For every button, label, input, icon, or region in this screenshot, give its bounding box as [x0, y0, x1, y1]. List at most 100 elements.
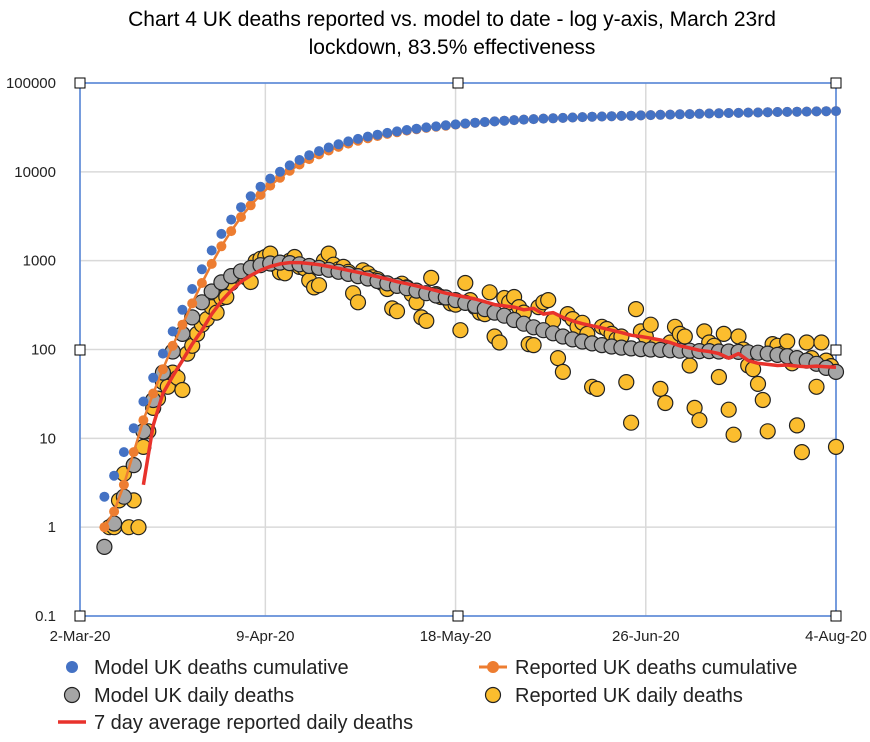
resize-handle[interactable] [830, 77, 842, 89]
model-cumulative-point [118, 447, 129, 458]
model-cumulative-point [421, 122, 432, 133]
plot-marks [96, 106, 845, 556]
reported-daily-point [554, 363, 572, 380]
reported-cumulative-point [196, 278, 207, 288]
reported-cumulative-point [226, 226, 237, 237]
selection-handles[interactable] [74, 77, 842, 622]
resize-handle[interactable] [74, 610, 86, 622]
seven-day-average-line [141, 260, 837, 486]
legend-item: 7 day average reported daily deaths [58, 712, 413, 734]
model-cumulative-point [509, 115, 520, 126]
reported-daily-point [798, 334, 815, 351]
model-cumulative-point [538, 113, 549, 124]
model-cumulative-point [479, 117, 490, 127]
reported-daily-point [827, 438, 845, 455]
model-cumulative-point [557, 112, 568, 123]
model-cumulative-point [733, 107, 744, 118]
legend-label: Reported UK daily deaths [515, 685, 743, 707]
y-tick-label: 10000 [14, 164, 56, 181]
reported-cumulative-point [177, 319, 188, 330]
reported-cumulative-point [109, 506, 120, 517]
model-cumulative-point [323, 142, 334, 153]
reported-cumulative-point [118, 479, 129, 490]
model-cumulative-point [567, 112, 578, 123]
legend: Model UK deaths cumulative Reported UK de… [58, 657, 797, 734]
y-tick-label: 100000 [6, 75, 56, 92]
model-cumulative-point [128, 423, 139, 434]
resize-handle[interactable] [830, 344, 842, 356]
model-cumulative-point [216, 228, 227, 239]
model-cumulative-point [821, 106, 832, 117]
legend-item: Model UK deaths cumulative [66, 657, 349, 679]
model-cumulative-point [343, 136, 354, 147]
resize-handle[interactable] [74, 77, 86, 89]
reported-daily-point [588, 380, 606, 397]
resize-handle[interactable] [830, 610, 842, 622]
model-cumulative-point [294, 155, 305, 165]
y-tick-label: 1000 [23, 253, 56, 270]
model-cumulative-point [362, 131, 373, 142]
legend-label: Model UK deaths cumulative [94, 657, 349, 679]
x-tick-label: 2-Mar-20 [50, 628, 111, 645]
resize-handle[interactable] [452, 77, 464, 89]
reported-daily-point [642, 316, 659, 333]
model-cumulative-point [655, 109, 666, 120]
model-cumulative-point [148, 372, 159, 383]
model-cumulative-series [99, 106, 841, 502]
reported-daily-point [491, 334, 508, 351]
reported-daily-point [174, 381, 191, 399]
model-cumulative-point [196, 264, 207, 275]
legend-marker-orange-dot [487, 661, 499, 673]
reported-cumulative-point [216, 241, 227, 252]
model-cumulative-point [489, 116, 500, 127]
reported-cumulative-point [187, 298, 198, 309]
legend-label: Model UK daily deaths [94, 685, 294, 707]
model-cumulative-point [245, 191, 256, 202]
reported-cumulative-point [206, 258, 217, 269]
model-cumulative-point [548, 113, 559, 124]
resize-handle[interactable] [452, 610, 464, 622]
legend-item: Model UK daily deaths [63, 685, 294, 707]
reported-daily-point [627, 301, 645, 318]
model-cumulative-point [674, 109, 685, 120]
model-cumulative-point [382, 127, 393, 138]
reported-cumulative-point [167, 340, 178, 351]
model-cumulative-point [177, 304, 188, 315]
model-cumulative-point [167, 326, 178, 337]
x-tick-label: 18-May-20 [420, 628, 492, 645]
reported-daily-point [130, 519, 147, 536]
model-cumulative-point [392, 126, 402, 137]
model-cumulative-point [255, 181, 266, 192]
model-cumulative-point [587, 111, 598, 122]
reported-daily-point [676, 328, 693, 345]
model-cumulative-point [723, 108, 734, 118]
reported-daily-point [388, 303, 406, 320]
x-tick-label: 4-Aug-20 [805, 628, 867, 645]
model-cumulative-point [99, 491, 110, 502]
reported-cumulative-point [128, 447, 139, 458]
reported-daily-point [710, 368, 728, 386]
reported-daily-point [652, 380, 669, 397]
reported-daily-point [549, 350, 567, 367]
reported-daily-point [657, 394, 674, 412]
model-cumulative-point [138, 396, 149, 407]
reported-daily-point [691, 412, 708, 429]
model-cumulative-point [411, 123, 422, 134]
model-cumulative-point [635, 110, 646, 121]
reported-daily-point [779, 333, 796, 350]
model-cumulative-point [684, 109, 695, 120]
legend-label: 7 day average reported daily deaths [94, 712, 413, 734]
reported-daily-point [481, 284, 498, 301]
reported-cumulative-point [99, 522, 110, 533]
reported-daily-point [525, 337, 542, 354]
model-cumulative-point [762, 107, 773, 118]
reported-cumulative-point [255, 189, 266, 200]
reported-daily-point [759, 423, 776, 440]
reported-daily-point [540, 292, 557, 309]
legend-marker-gray-circle [63, 686, 81, 704]
resize-handle[interactable] [74, 344, 86, 356]
reported-daily-point [813, 334, 830, 351]
legend-label: Reported UK deaths cumulative [515, 657, 797, 679]
reported-daily-point [808, 378, 825, 395]
